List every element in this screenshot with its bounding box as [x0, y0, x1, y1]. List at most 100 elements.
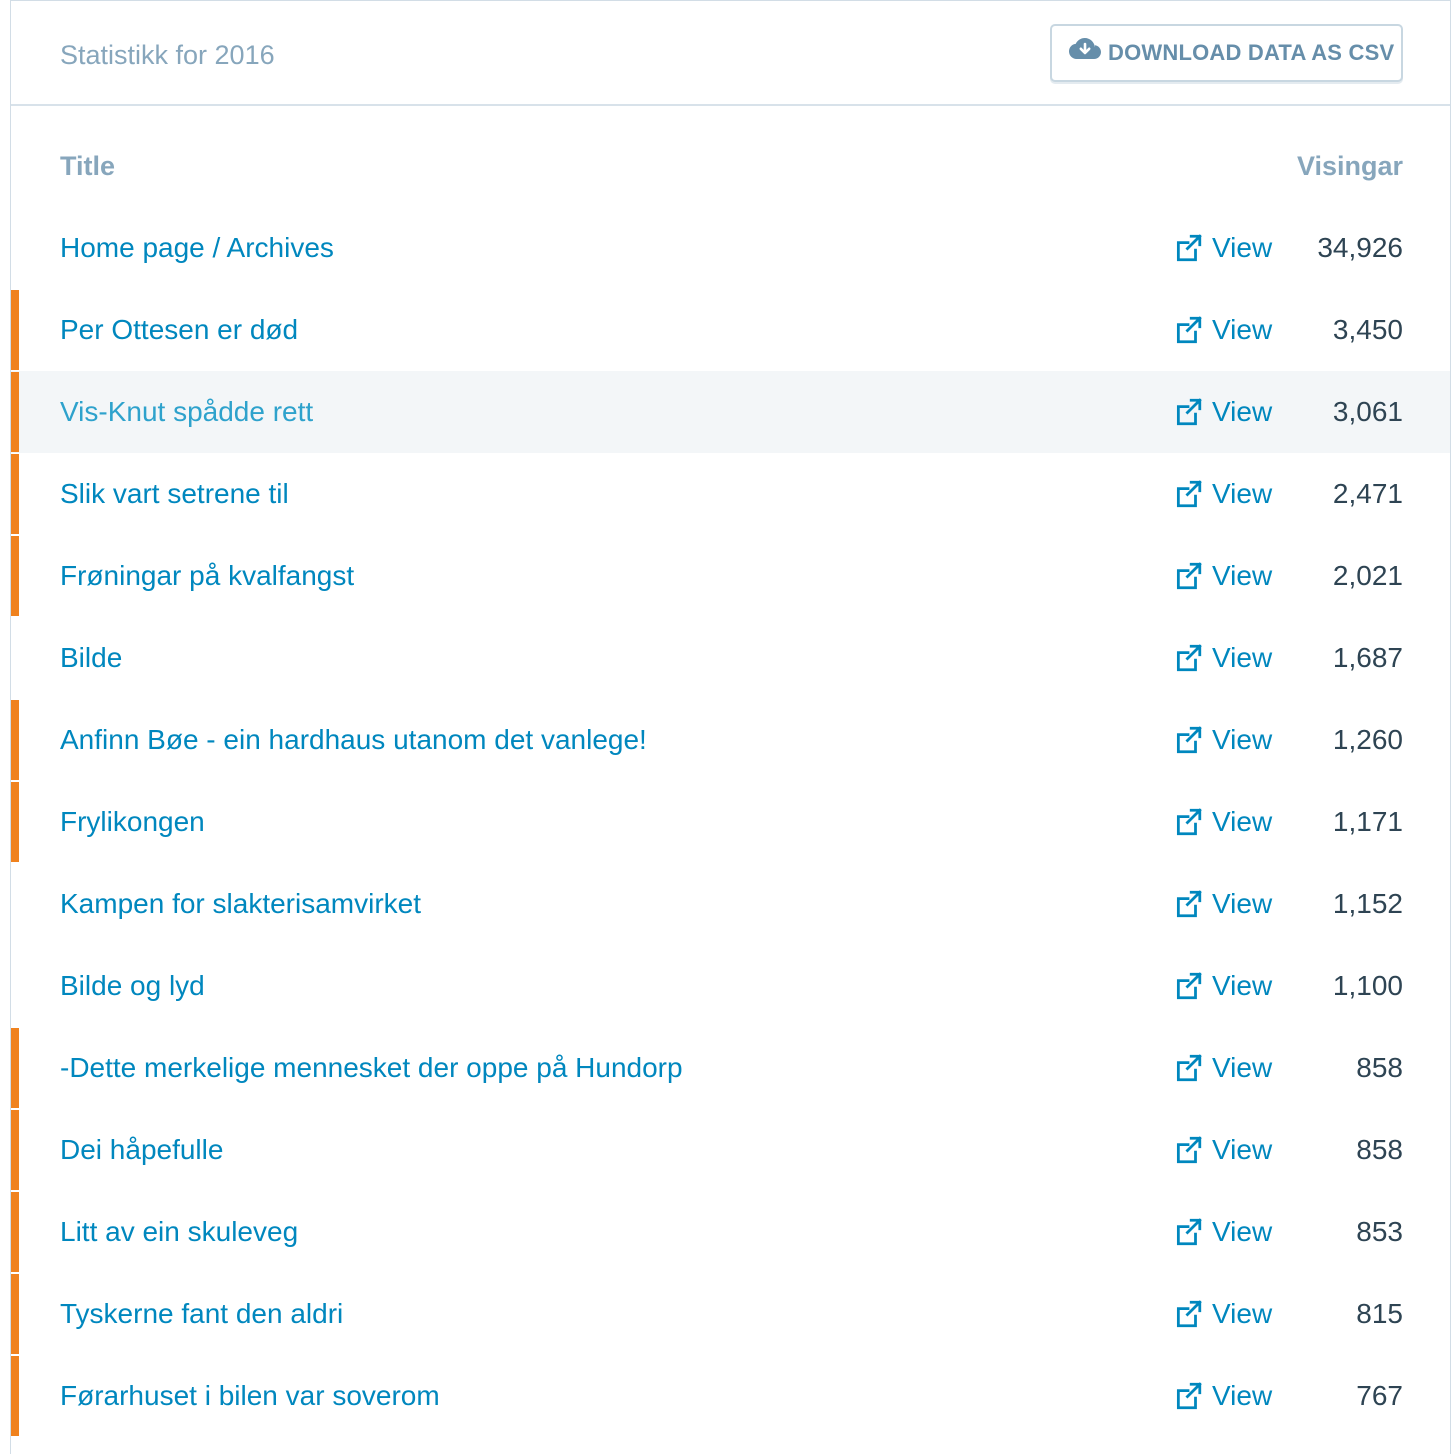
- external-link-icon: [1176, 644, 1202, 672]
- view-label: View: [1212, 560, 1273, 591]
- table-row[interactable]: Dei håpefulle View 858: [11, 1109, 1450, 1191]
- row-title-link[interactable]: Frylikongen: [60, 806, 205, 837]
- view-link[interactable]: View: [1173, 476, 1272, 512]
- row-title-link[interactable]: Slik vart setrene til: [60, 478, 289, 509]
- row-title-link[interactable]: Dei håpefulle: [60, 1134, 224, 1165]
- row-count: 3,450: [1332, 314, 1403, 345]
- row-count: 815: [1356, 1298, 1403, 1329]
- external-link-icon: [1176, 562, 1202, 590]
- row-title-link[interactable]: Bilde: [60, 642, 123, 673]
- view-label: View: [1212, 396, 1273, 427]
- column-header-title: Title: [60, 151, 116, 181]
- external-link-icon: [1176, 1382, 1202, 1410]
- view-label: View: [1212, 1134, 1273, 1165]
- row-title-link[interactable]: Anfinn Bøe - ein hardhaus utanom det van…: [60, 724, 647, 755]
- row-count: 1,687: [1332, 642, 1403, 673]
- view-label: View: [1212, 1216, 1273, 1247]
- table-row[interactable]: Kampen for slakterisamvirket View 1,152: [11, 863, 1450, 945]
- view-link[interactable]: View: [1173, 394, 1272, 430]
- row-accent-bar: [11, 1028, 19, 1108]
- row-count: 858: [1356, 1052, 1403, 1083]
- view-link[interactable]: View: [1173, 640, 1272, 676]
- view-label: View: [1212, 888, 1273, 919]
- external-link-icon: [1176, 726, 1202, 754]
- row-count: 2,471: [1332, 478, 1403, 509]
- view-link[interactable]: View: [1173, 804, 1272, 840]
- table-row[interactable]: Frøningar på kvalfangst View 2,021: [11, 535, 1450, 617]
- row-title-link[interactable]: Førarhuset i bilen var soverom: [60, 1380, 440, 1411]
- view-link[interactable]: View: [1173, 968, 1272, 1004]
- external-link-icon: [1176, 234, 1202, 262]
- table-row[interactable]: Anfinn Bøe - ein hardhaus utanom det van…: [11, 699, 1450, 781]
- download-csv-label: DOWNLOAD DATA AS CSV: [1108, 40, 1395, 65]
- card-header: Statistikk for 2016 DOWNLOAD DATA AS CSV: [11, 1, 1450, 106]
- row-title-link[interactable]: Frøningar på kvalfangst: [60, 560, 355, 591]
- view-label: View: [1212, 724, 1273, 755]
- row-title-link[interactable]: Vis-Knut spådde rett: [60, 396, 314, 427]
- table-row[interactable]: Bilde og lyd View 1,100: [11, 945, 1450, 1027]
- view-label: View: [1212, 1380, 1273, 1411]
- row-accent-bar: [11, 1110, 19, 1190]
- view-label: View: [1212, 806, 1273, 837]
- external-link-icon: [1176, 316, 1202, 344]
- external-link-icon: [1176, 398, 1202, 426]
- external-link-icon: [1176, 972, 1202, 1000]
- cloud-download-icon: [1069, 38, 1101, 59]
- view-label: View: [1212, 1298, 1273, 1329]
- row-count: 1,260: [1332, 724, 1403, 755]
- row-count: 2,021: [1332, 560, 1403, 591]
- external-link-icon: [1176, 1218, 1202, 1246]
- view-label: View: [1212, 1052, 1273, 1083]
- row-count: 3,061: [1332, 396, 1403, 427]
- row-title-link[interactable]: Litt av ein skuleveg: [60, 1216, 299, 1247]
- view-link[interactable]: View: [1173, 1050, 1272, 1086]
- view-link[interactable]: View: [1173, 230, 1272, 266]
- row-count: 767: [1356, 1380, 1403, 1411]
- table-row[interactable]: Per Ottesen er død View 3,450: [11, 289, 1450, 371]
- page-title: Statistikk for 2016: [60, 40, 275, 70]
- view-link[interactable]: View: [1173, 1378, 1272, 1414]
- row-title-link[interactable]: Kampen for slakterisamvirket: [60, 888, 422, 919]
- row-title-link[interactable]: -Dette merkelige mennesket der oppe på H…: [60, 1052, 683, 1083]
- row-count: 1,100: [1332, 970, 1403, 1001]
- view-label: View: [1212, 314, 1273, 345]
- row-count: 1,152: [1332, 888, 1403, 919]
- table-row[interactable]: Tyskerne fant den aldri View 815: [11, 1273, 1450, 1355]
- row-count: 853: [1356, 1216, 1403, 1247]
- row-count: 34,926: [1317, 232, 1403, 263]
- row-accent-bar: [11, 700, 19, 780]
- row-title-link[interactable]: Home page / Archives: [60, 232, 334, 263]
- row-accent-bar: [11, 290, 19, 370]
- row-title-link[interactable]: Tyskerne fant den aldri: [60, 1298, 344, 1329]
- view-label: View: [1212, 642, 1273, 673]
- table-row[interactable]: Home page / Archives View 34,926: [11, 207, 1450, 289]
- table-row[interactable]: Frylikongen View 1,171: [11, 781, 1450, 863]
- external-link-icon: [1176, 808, 1202, 836]
- column-header-views: Visingar: [1296, 151, 1403, 181]
- view-link[interactable]: View: [1173, 558, 1272, 594]
- view-label: View: [1212, 970, 1273, 1001]
- view-link[interactable]: View: [1173, 312, 1272, 348]
- table-row[interactable]: Litt av ein skuleveg View 853: [11, 1191, 1450, 1273]
- view-link[interactable]: View: [1173, 722, 1272, 758]
- row-accent-bar: [11, 1192, 19, 1272]
- download-csv-button[interactable]: DOWNLOAD DATA AS CSV: [1050, 24, 1403, 82]
- table-row[interactable]: Slik vart setrene til View 2,471: [11, 453, 1450, 535]
- view-link[interactable]: View: [1173, 1132, 1272, 1168]
- external-link-icon: [1176, 480, 1202, 508]
- stats-card: Statistikk for 2016 DOWNLOAD DATA AS CSV…: [10, 0, 1451, 1454]
- row-accent-bar: [11, 454, 19, 534]
- table-row[interactable]: -Dette merkelige mennesket der oppe på H…: [11, 1027, 1450, 1109]
- view-link[interactable]: View: [1173, 1296, 1272, 1332]
- row-title-link[interactable]: Per Ottesen er død: [60, 314, 299, 345]
- row-count: 1,171: [1332, 806, 1403, 837]
- table-row[interactable]: Førarhuset i bilen var soverom View 767: [11, 1355, 1450, 1437]
- row-title-link[interactable]: Bilde og lyd: [60, 970, 205, 1001]
- view-link[interactable]: View: [1173, 1214, 1272, 1250]
- view-link[interactable]: View: [1173, 886, 1272, 922]
- external-link-icon: [1176, 890, 1202, 918]
- row-accent-bar: [11, 782, 19, 862]
- table-row[interactable]: Bilde View 1,687: [11, 617, 1450, 699]
- external-link-icon: [1176, 1136, 1202, 1164]
- table-row[interactable]: Vis-Knut spådde rett View 3,061: [11, 371, 1450, 453]
